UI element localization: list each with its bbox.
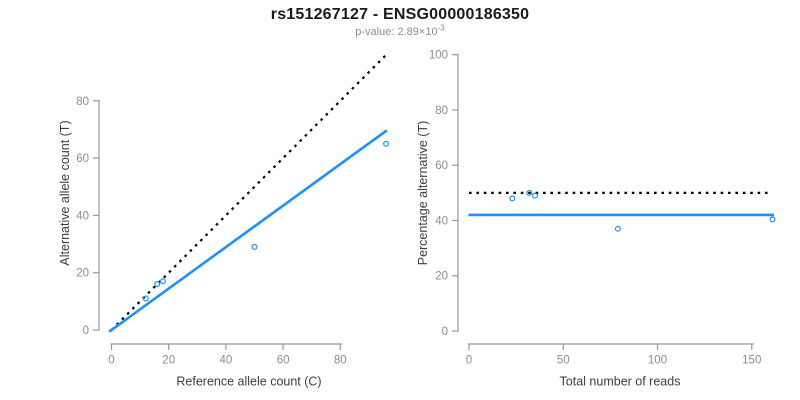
y-tick-label: 40 [435, 215, 448, 227]
pvalue-label: p-value: [355, 26, 398, 38]
x-tick-label: 20 [162, 355, 175, 367]
data-point [383, 140, 390, 147]
x-axis-title: Total number of reads [560, 375, 681, 389]
data-point [614, 225, 621, 232]
x-tick-label: 100 [648, 355, 667, 367]
data-point [509, 195, 516, 202]
x-tick-label: 0 [108, 355, 114, 367]
pvalue-base: ×10 [418, 26, 438, 38]
data-point [531, 192, 538, 199]
y-tick-label: 20 [76, 268, 89, 280]
x-tick-label: 0 [466, 355, 472, 367]
pvalue-mantissa: 2.89 [397, 26, 419, 38]
plot-subtitle: p-value: 2.89×10-3 [0, 23, 800, 38]
y-tick-label: 40 [76, 210, 89, 222]
plot-title: rs151267127 - ENSG00000186350 [270, 6, 530, 23]
y-tick-label: 80 [435, 105, 448, 117]
x-tick-label: 150 [742, 355, 761, 367]
data-point [159, 278, 166, 285]
y-tick-label: 0 [83, 325, 89, 337]
pvalue-exponent: -3 [437, 23, 445, 33]
data-point [251, 243, 258, 250]
y-tick-label: 60 [435, 160, 448, 172]
x-tick-label: 60 [277, 355, 290, 367]
data-point [769, 216, 776, 223]
y-tick-label: 80 [76, 96, 89, 108]
data-point [142, 295, 149, 302]
y-tick-label: 0 [442, 326, 448, 338]
y-tick-label: 60 [76, 153, 89, 165]
data-point [526, 189, 533, 196]
x-tick-label: 40 [220, 355, 233, 367]
x-axis-title: Reference allele count (C) [176, 375, 321, 389]
identity-line [110, 54, 387, 331]
x-tick-label: 50 [557, 355, 570, 367]
y-axis-title: Percentage alternative (T) [416, 121, 430, 266]
x-tick-label: 80 [334, 355, 347, 367]
y-axis-title: Alternative allele count (T) [58, 120, 72, 265]
y-tick-label: 100 [429, 50, 448, 62]
fit-line [108, 129, 388, 333]
data-point [154, 281, 161, 288]
y-tick-label: 20 [435, 271, 448, 283]
